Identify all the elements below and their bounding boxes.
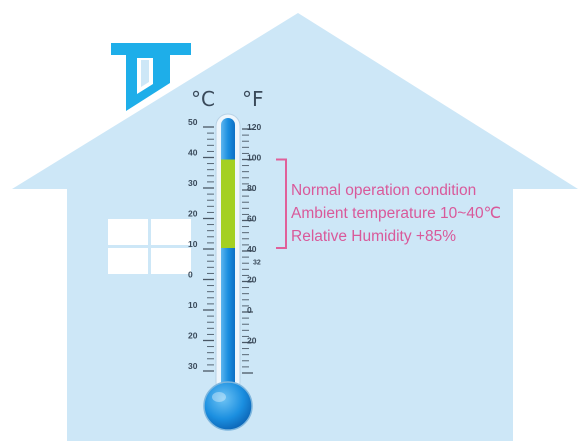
celsius-ticks [203,126,214,372]
operation-condition-note: Normal operation condition Ambient tempe… [291,182,501,245]
fahrenheit-tick-label: 120 [247,122,261,132]
thermometer-bulb [203,381,253,431]
note-line-2: Ambient temperature 10~40℃ [291,205,501,222]
fahrenheit-tick-label: 100 [247,153,261,163]
chimney-icon [111,43,191,111]
house [12,13,578,441]
normal-range-band [221,159,235,248]
house-shape [12,13,578,441]
celsius-tick-label: 20 [188,209,198,219]
fahrenheit-tick-label: 20 [247,336,257,346]
note-line-1: Normal operation condition [291,182,476,199]
celsius-tick-label: 0 [188,270,193,280]
note-line-3: Relative Humidity +85% [291,228,456,245]
fahrenheit-tick-label: 32 [253,260,261,267]
fahrenheit-tick-label: 0 [247,305,252,315]
celsius-tick-label: 30 [188,361,198,371]
fahrenheit-scale: 120 100 80 60 40 32 20 0 20 [247,122,261,346]
bulb-highlight [212,392,226,402]
thermometer-column [221,118,235,394]
celsius-scale: 50 40 30 20 10 0 10 20 30 [188,117,198,371]
fahrenheit-tick-label: 60 [247,214,257,224]
fahrenheit-tick-label: 20 [247,275,257,285]
window-icon [108,219,191,274]
celsius-tick-label: 50 [188,117,198,127]
normal-range-bracket [276,158,287,249]
celsius-tick-label: 20 [188,331,198,341]
celsius-tick-label: 30 [188,178,198,188]
celsius-tick-label: 10 [188,300,198,310]
celsius-tick-label: 10 [188,239,198,249]
fahrenheit-tick-label: 80 [247,183,257,193]
fahrenheit-tick-label: 40 [247,244,257,254]
fahrenheit-unit-label: °F [242,87,264,111]
fahrenheit-ticks [242,128,253,374]
celsius-tick-label: 40 [188,148,198,158]
celsius-unit-label: °C [191,87,215,111]
thermometer [203,113,253,431]
